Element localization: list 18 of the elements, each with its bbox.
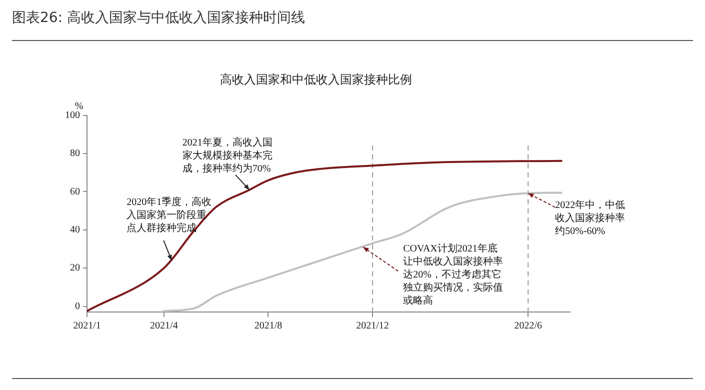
- chart-subtitle: 高收入国家和中低收入国家接种比例: [220, 72, 412, 86]
- annotation: COVAX计划2021年底让中低收入国家接种率达20%，不过考虑其它独立购买情况，实际值或略高: [403, 242, 504, 307]
- y-tick-label: 0: [75, 300, 80, 312]
- annotation: 2020年1季度，高收入国家第一阶段重点人群接种完成: [126, 196, 212, 234]
- x-tick-label: 2021/8: [254, 320, 282, 332]
- x-tick-label: 2022/6: [514, 320, 542, 332]
- y-tick-label: 100: [65, 110, 80, 122]
- annotation: 2021年夏，高收入国家大规模接种基本完成，接种率约为70%: [182, 136, 272, 174]
- x-tick-label: 2021/1: [73, 320, 101, 332]
- y-tick-label: 40: [70, 224, 80, 236]
- y-tick-label: 80: [70, 148, 80, 160]
- x-tick-label: 2021/4: [150, 320, 178, 332]
- y-tick-label: 60: [70, 186, 80, 198]
- y-axis-title: %: [74, 101, 84, 112]
- annotation: 2022年中，中低收入国家接种率约50%-60%: [555, 198, 626, 237]
- chart-title: 图表26: 高收入国家与中低收入国家接种时间线: [12, 9, 305, 27]
- y-tick-label: 20: [70, 262, 80, 274]
- x-tick-label: 2021/12: [356, 320, 389, 332]
